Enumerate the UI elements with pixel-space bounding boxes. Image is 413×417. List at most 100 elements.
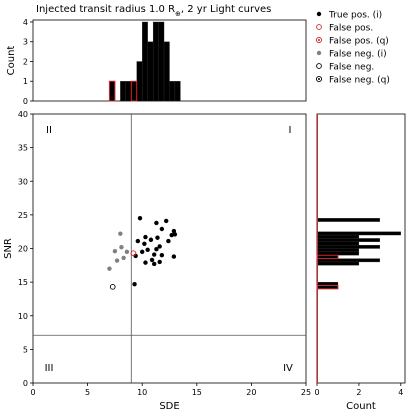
right-hist-bar [316, 258, 381, 263]
scatter-xtick-label: 10 [137, 388, 147, 397]
right-hist-bar-false-pos [316, 284, 339, 290]
scatter-frame [32, 113, 307, 384]
legend-marker [316, 63, 322, 69]
scatter-ylabel: SNR [3, 238, 14, 259]
scatter-ytick-label: 5 [23, 345, 28, 354]
data-point [124, 249, 130, 255]
right-hist-bar [316, 238, 381, 242]
scatter-ytick-label: 20 [18, 245, 28, 254]
data-point [172, 232, 178, 237]
top-hist-ytick-label: 3 [23, 38, 28, 47]
legend-marker-dot [318, 39, 320, 41]
data-point [130, 250, 137, 257]
legend-label: False neg. (i) [329, 50, 387, 60]
legend-marker [315, 36, 323, 44]
data-point [166, 238, 171, 244]
data-point [171, 254, 177, 259]
data-point [119, 244, 124, 250]
data-point [143, 260, 148, 265]
data-point [159, 226, 165, 232]
data-point [169, 232, 174, 238]
right-hist-bar [316, 261, 360, 266]
scatter-xtick-label: 5 [85, 388, 90, 397]
scatter-ytick-label: 25 [18, 211, 28, 220]
top-hist-bar [142, 21, 148, 102]
top-hist-bar [120, 81, 126, 102]
right-hist-bar [316, 281, 339, 286]
top-hist-bar [136, 61, 143, 102]
right-hist-xlabel: Count [346, 401, 376, 412]
top-hist-bar [174, 81, 181, 102]
right-hist-xtick-label: 4 [398, 388, 403, 397]
right-histogram: 0 2 4 Count [314, 113, 406, 412]
quadrant-label-iii: III [45, 363, 54, 374]
right-hist-bar [316, 234, 360, 239]
legend-label: False pos. [329, 24, 373, 34]
data-point [155, 235, 160, 240]
legend-marker [315, 75, 323, 83]
data-point [154, 220, 159, 226]
scatter-ytick-label: 15 [18, 278, 28, 287]
right-hist-bar [316, 241, 360, 246]
data-point [145, 247, 150, 253]
data-point [149, 257, 155, 263]
chart-title: Injected transit radius 1.0 R⊕, 2 yr Lig… [36, 4, 271, 18]
data-point [135, 238, 141, 244]
quadrant-label-i: I [289, 125, 292, 136]
data-point [152, 261, 157, 267]
quadrant-label-iv: IV [283, 363, 293, 374]
scatter-xtick-label: 15 [192, 388, 202, 397]
data-point [159, 253, 165, 258]
right-hist-bar [316, 244, 381, 249]
data-point [143, 234, 148, 240]
legend-marker-dot [318, 78, 320, 80]
data-point [154, 246, 159, 252]
right-hist-bar [316, 218, 381, 222]
title-main: Injected transit radius 1.0 R [36, 4, 175, 15]
top-hist-bar [163, 41, 170, 102]
scatter-ytick-label: 30 [18, 177, 28, 186]
data-point [133, 253, 138, 259]
scatter-xlabel: SDE [159, 401, 179, 412]
data-point [157, 259, 162, 265]
top-hist-ytick-label: 2 [23, 57, 28, 66]
scatter-xtick-label: 20 [246, 388, 256, 397]
data-point [118, 231, 123, 236]
data-point [114, 258, 120, 263]
legend: True pos. (i) False pos. False pos. (q) Fal… [315, 11, 390, 86]
scatter-xtick-label: 0 [30, 388, 35, 397]
scatter-ytick-label: 10 [18, 312, 28, 321]
top-hist-bar [125, 81, 132, 102]
data-point [107, 266, 112, 271]
data-point [142, 241, 147, 246]
top-hist-ytick-label: 0 [23, 97, 28, 106]
data-point [132, 281, 137, 287]
title-suffix: , 2 yr Light curves [181, 4, 271, 15]
data-point [152, 252, 157, 257]
top-hist-ylabel: Count [6, 46, 17, 76]
top-hist-bar [147, 41, 154, 102]
legend-label: False neg. [329, 63, 374, 73]
top-hist-bar [152, 21, 159, 102]
right-hist-bar [316, 231, 401, 236]
data-point [109, 283, 116, 290]
right-hist-bar [316, 248, 360, 253]
right-hist-xtick-label: 2 [356, 388, 361, 397]
legend-marker [316, 50, 322, 56]
quadrant-label-ii: II [46, 125, 52, 136]
right-hist-xtick-label: 0 [314, 388, 319, 397]
data-point [140, 249, 145, 255]
right-hist-bar-false-pos [316, 254, 339, 260]
data-point [121, 255, 126, 261]
right-hist-bar [316, 251, 360, 256]
scatter-xtick-label: 25 [301, 388, 311, 397]
data-point [157, 244, 162, 249]
top-hist-ytick-label: 4 [23, 18, 28, 27]
top-hist-bar [158, 21, 165, 102]
legend-marker [316, 24, 322, 30]
data-point [112, 248, 118, 254]
top-hist-bar-false-pos [108, 80, 116, 102]
legend-label: True pos. (i) [328, 11, 382, 21]
